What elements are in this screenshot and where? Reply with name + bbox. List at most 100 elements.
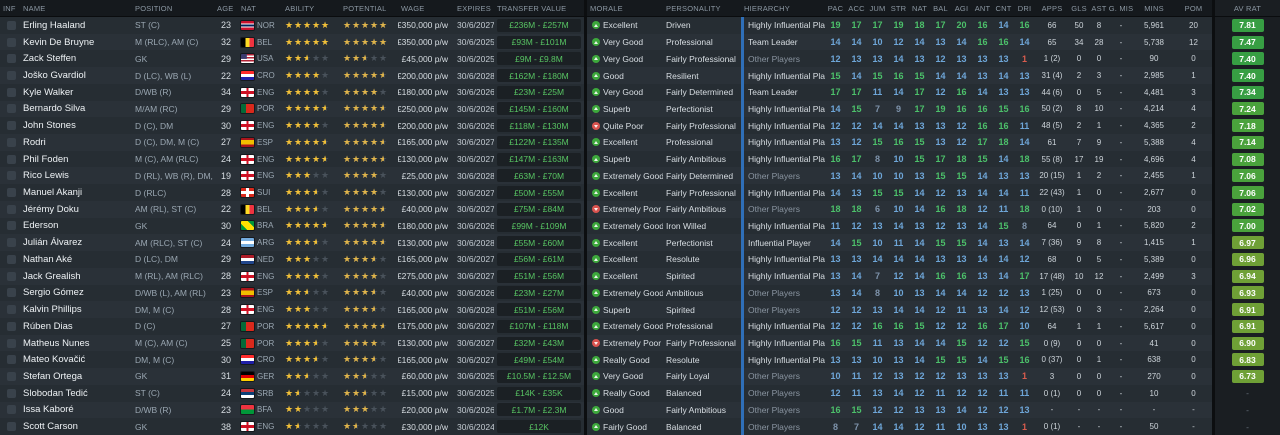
column-header-nat[interactable]: NAT bbox=[911, 3, 928, 13]
player-name[interactable]: Kevin De Bruyne bbox=[23, 36, 95, 48]
player-row[interactable]: Sergio Gómez D/WB (L), AM (RL) 23 ESP ★ ★… bbox=[0, 284, 1280, 302]
player-name[interactable]: Sergio Gómez bbox=[23, 287, 84, 299]
player-row[interactable]: Rico Lewis D (RL), WB (R), DM, M (C) 19 … bbox=[0, 167, 1280, 185]
column-header-apps[interactable]: APPS bbox=[1041, 3, 1063, 13]
player-name[interactable]: Manuel Akanji bbox=[23, 187, 83, 199]
column-header-potential[interactable]: POTENTIAL bbox=[343, 3, 387, 13]
player-name[interactable]: John Stones bbox=[23, 120, 76, 132]
column-header-nat[interactable]: NAT bbox=[241, 3, 257, 13]
column-header-name[interactable]: NAME bbox=[23, 3, 46, 13]
pane-divider bbox=[1212, 200, 1215, 218]
player-row[interactable]: Jack Grealish M (RL), AM (RLC) 28 ENG ★ ★… bbox=[0, 267, 1280, 285]
player-row[interactable]: Scott Carson GK 38 ENG ★★★★★★★★★★ ★★★★★★… bbox=[0, 418, 1280, 435]
nation-code: SRB bbox=[257, 388, 274, 398]
column-header-jum[interactable]: JUM bbox=[869, 3, 886, 13]
attribute-value: 1 bbox=[1021, 371, 1027, 382]
average-rating: 6.94 bbox=[1215, 267, 1280, 285]
column-header-transfer-value[interactable]: TRANSFER VALUE bbox=[497, 3, 567, 13]
player-name[interactable]: Phil Foden bbox=[23, 153, 69, 165]
player-name[interactable]: Jack Grealish bbox=[23, 270, 81, 282]
player-name[interactable]: Ederson bbox=[23, 220, 59, 232]
player-name[interactable]: Rodri bbox=[23, 136, 46, 148]
player-row[interactable]: Zack Steffen GK 29 USA ★ ★ ★ ★ ★ ★ ★ ★ ★ ★ ★ ★ ★ ★ ★ ★… bbox=[0, 50, 1280, 68]
attribute-value: 11 bbox=[935, 388, 946, 399]
column-header-ast[interactable]: AST bbox=[1091, 3, 1107, 13]
player-row[interactable]: Kalvin Phillips DM, M (C) 28 ENG ★ ★ ★ ★ ★ ★ ★… bbox=[0, 301, 1280, 318]
player-row[interactable]: John Stones D (C), DM 30 ENG ★ ★ ★ ★ ★ ★ ★ ★ ★ ★ … bbox=[0, 117, 1280, 135]
player-row[interactable]: Joško Gvardiol D (LC), WB (L) 22 CRO ★ ★ ★… bbox=[0, 67, 1280, 84]
player-row[interactable]: Rodri D (C), DM, M (C) 27 ESP ★ ★ ★ ★ ★ ★ ★ ★ ★ ★… bbox=[0, 134, 1280, 151]
player-row[interactable]: Kevin De Bruyne M (RLC), AM (C) 32 BEL ★… bbox=[0, 33, 1280, 51]
player-row[interactable]: Mateo Kovačić DM, M (C) 30 CRO ★ ★ ★ ★ ★ ★ ★ ★ ★… bbox=[0, 351, 1280, 369]
pane-divider bbox=[1212, 150, 1215, 168]
column-header-cnt[interactable]: CNT bbox=[995, 3, 1012, 13]
stat-games-missed: - bbox=[1119, 104, 1123, 114]
player-name[interactable]: Julián Álvarez bbox=[23, 237, 83, 249]
player-name[interactable]: Mateo Kovačić bbox=[23, 354, 86, 366]
column-header-g-mis[interactable]: G. MIS bbox=[1109, 3, 1133, 13]
attribute-value: 1 bbox=[1021, 53, 1027, 64]
column-header-agi[interactable]: AGI bbox=[954, 3, 969, 13]
player-row[interactable]: Ederson GK 30 BRA ★ ★ ★ ★ ★ ★ ★ ★ ★ ★ ★ ★ ★ ★ ★ ★ ★ ★ ★ ★ … bbox=[0, 217, 1280, 235]
player-name[interactable]: Zack Steffen bbox=[23, 53, 77, 65]
column-header-pom[interactable]: POM bbox=[1184, 3, 1203, 13]
player-name[interactable]: Slobodan Tedić bbox=[23, 387, 88, 399]
personality: Balanced bbox=[666, 388, 702, 399]
column-header-position[interactable]: POSITION bbox=[135, 3, 173, 13]
player-row[interactable]: Issa Kaboré D/WB (R) 23 BFA ★ ★ ★ ★ ★ ★ ★ ★ ★ ★ ★… bbox=[0, 401, 1280, 419]
player-row[interactable]: Matheus Nunes M (C), AM (C) 25 POR ★ ★ ★ ★ ★… bbox=[0, 334, 1280, 352]
player-name[interactable]: Matheus Nunes bbox=[23, 337, 90, 349]
stat-games-missed: - bbox=[1119, 171, 1123, 181]
player-row[interactable]: Kyle Walker D/WB (R) 34 ENG ★ ★ ★ ★ ★ ★ ★ ★ ★ ★ ★… bbox=[0, 83, 1280, 101]
player-row[interactable]: Slobodan Tedić ST (C) 24 SRB ★ ★ ★ ★ ★ ★ ★ ★ ★ ★ … bbox=[0, 384, 1280, 402]
player-row[interactable]: Nathan Aké D (LC), DM 29 NED ★ ★ ★ ★ ★ ★ ★ ★ ★ ★ … bbox=[0, 251, 1280, 268]
stat-assists: 0 bbox=[1096, 388, 1102, 398]
transfer-value-pill: £9M - £9.8M bbox=[497, 52, 581, 66]
player-name[interactable]: Scott Carson bbox=[23, 421, 78, 433]
player-row[interactable]: Bernardo Silva M/AM (RC) 29 POR ★ ★ ★ ★ ★ ★ ★ ★… bbox=[0, 100, 1280, 118]
column-header-hierarchy[interactable]: HIERARCHY bbox=[744, 3, 790, 13]
column-header-personality[interactable]: PERSONALITY bbox=[666, 3, 721, 13]
player-name[interactable]: Kalvin Phillips bbox=[23, 304, 82, 316]
player-row[interactable]: Julián Álvarez AM (RLC), ST (C) 24 ARG ★… bbox=[0, 234, 1280, 252]
column-header-mins[interactable]: MINS bbox=[1144, 3, 1164, 13]
player-name[interactable]: Erling Haaland bbox=[23, 19, 86, 31]
player-row[interactable]: Phil Foden M (C), AM (RLC) 24 ENG ★ ★ ★ ★ ★ ★… bbox=[0, 150, 1280, 168]
transfer-value: £49M - £54M bbox=[494, 351, 584, 368]
column-header-str[interactable]: STR bbox=[890, 3, 907, 13]
column-header-gls[interactable]: GLS bbox=[1071, 3, 1087, 13]
player-row[interactable]: Erling Haaland ST (C) 23 NOR ★ ★ ★ ★ ★ ★ ★ ★ ★ ★ … bbox=[0, 17, 1280, 34]
player-name[interactable]: Issa Kaboré bbox=[23, 404, 74, 416]
attribute-value: 18 bbox=[830, 204, 841, 215]
player-name[interactable]: Bernardo Silva bbox=[23, 103, 86, 115]
player-row[interactable]: Manuel Akanji D (RLC) 28 SUI ★ ★ ★ ★ ★ ★ ★ ★ ★ ★ … bbox=[0, 184, 1280, 201]
player-name[interactable]: Kyle Walker bbox=[23, 86, 74, 98]
attribute-value: 15 bbox=[956, 338, 967, 349]
morale: Excellent bbox=[587, 17, 663, 34]
column-header-wage[interactable]: WAGE bbox=[401, 3, 425, 13]
player-row[interactable]: Jérémy Doku AM (RL), ST (C) 22 BEL ★ ★ ★ ★ ★… bbox=[0, 200, 1280, 218]
player-name[interactable]: Joško Gvardiol bbox=[23, 70, 86, 82]
player-name[interactable]: Rúben Dias bbox=[23, 320, 73, 332]
column-header-av-rat[interactable]: AV RAT bbox=[1215, 0, 1280, 16]
pane-divider bbox=[1212, 100, 1215, 118]
column-header-morale[interactable]: MORALE bbox=[590, 3, 623, 13]
column-header-ant[interactable]: ANT bbox=[974, 3, 991, 13]
attribute-value: 15 bbox=[914, 154, 925, 165]
column-header-acc[interactable]: ACC bbox=[848, 3, 865, 13]
player-name[interactable]: Stefan Ortega bbox=[23, 370, 83, 382]
column-header-bal[interactable]: BAL bbox=[933, 3, 948, 13]
player-row[interactable]: Rúben Dias D (C) 27 POR ★ ★ ★ ★ ★ ★ ★ ★ ★ ★ ★ ★ ★ ★ ★… bbox=[0, 317, 1280, 335]
column-header-pac[interactable]: PAC bbox=[827, 3, 844, 13]
player-row[interactable]: Stefan Ortega GK 31 GER ★ ★ ★ ★ ★ ★ ★ ★ ★ ★ ★ ★ ★ ★ ★… bbox=[0, 368, 1280, 385]
column-header-age[interactable]: AGE bbox=[217, 3, 234, 13]
nation-flag-icon bbox=[241, 71, 254, 81]
player-name[interactable]: Nathan Aké bbox=[23, 253, 73, 265]
column-header-inf[interactable]: INF bbox=[3, 3, 16, 13]
column-header-expires[interactable]: EXPIRES bbox=[457, 3, 491, 13]
player-name[interactable]: Rico Lewis bbox=[23, 170, 69, 182]
stat-minutes: 2,455 bbox=[1143, 171, 1165, 181]
player-name[interactable]: Jérémy Doku bbox=[23, 203, 79, 215]
column-header-dri[interactable]: DRI bbox=[1017, 3, 1032, 13]
column-header-ability[interactable]: ABILITY bbox=[285, 3, 315, 13]
